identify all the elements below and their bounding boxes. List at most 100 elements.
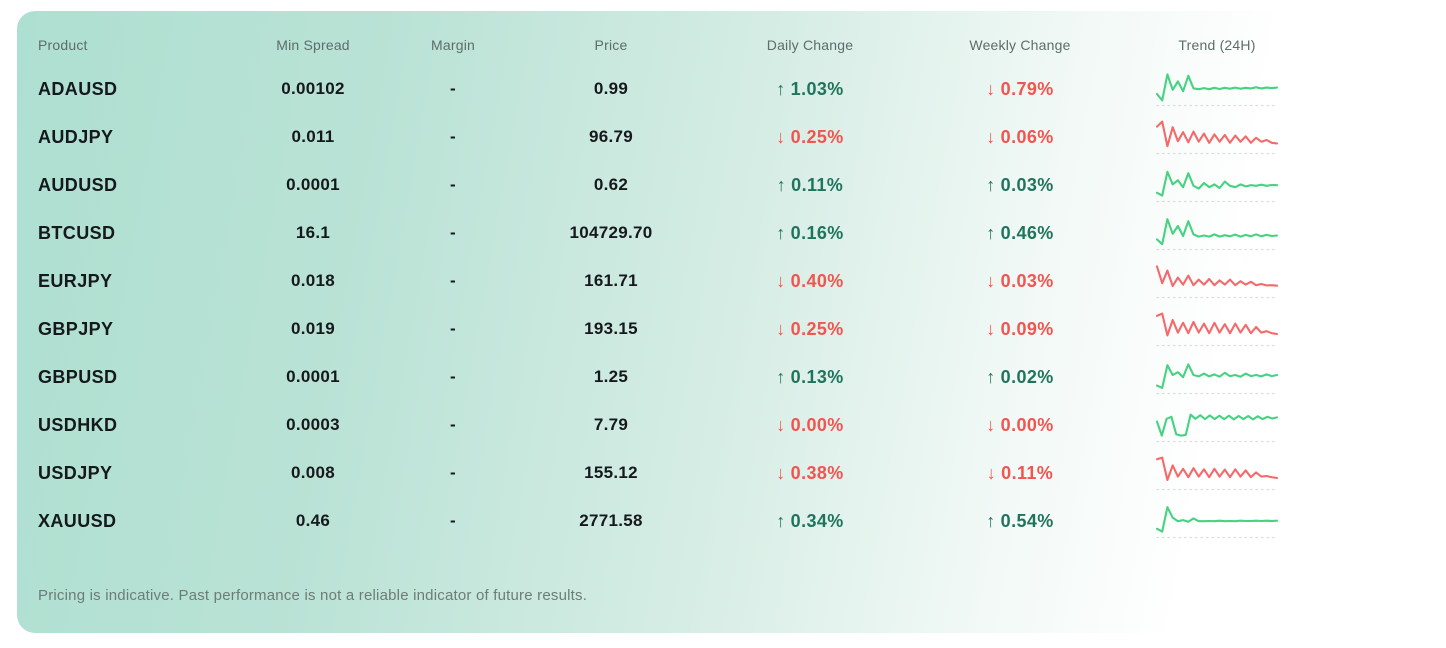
up-arrow-icon: ↑ [986, 222, 996, 243]
margin-cell: - [450, 175, 456, 194]
up-arrow-icon: ↑ [776, 78, 786, 99]
product-cell: AUDUSD [38, 174, 118, 195]
price-cell: 155.12 [584, 463, 638, 482]
daily-change-cell: ↓ 0.25% [734, 319, 886, 340]
weekly-change-value: 0.06% [1000, 126, 1054, 147]
daily-change-cell: ↓ 0.40% [734, 271, 886, 292]
price-cell: 7.79 [593, 415, 629, 434]
disclaimer-text: Pricing is indicative. Past performance … [38, 587, 588, 604]
weekly-change-cell: ↑ 0.54% [886, 511, 1154, 532]
pricing-table-card: Product Min Spread Margin Price Daily Ch… [17, 11, 1400, 633]
product-cell: EURJPY [38, 270, 113, 291]
down-arrow-icon: ↓ [776, 126, 786, 147]
margin-cell: - [450, 223, 456, 242]
header-daily-change: Daily Change [766, 37, 854, 53]
min-spread-cell: 0.018 [290, 271, 336, 290]
trend-cell [1154, 213, 1280, 253]
trend-sparkline [1154, 501, 1280, 541]
up-arrow-icon: ↑ [986, 366, 996, 387]
daily-change-cell: ↓ 0.00% [734, 415, 886, 436]
daily-change-value: 0.25% [790, 126, 844, 147]
trend-cell [1154, 69, 1280, 109]
header-trend: Trend (24H) [1178, 37, 1256, 53]
trend-cell [1154, 261, 1280, 301]
price-cell: 0.99 [593, 79, 629, 98]
daily-change-value: 0.00% [790, 414, 844, 435]
min-spread-cell: 0.011 [291, 127, 335, 146]
up-arrow-icon: ↑ [776, 174, 787, 195]
weekly-change-cell: ↑ 0.02% [886, 367, 1154, 388]
weekly-change-cell: ↓ 0.79% [886, 79, 1154, 100]
up-arrow-icon: ↑ [776, 222, 786, 243]
margin-cell: - [450, 79, 456, 98]
header-margin: Margin [431, 37, 475, 53]
header-price: Price [594, 37, 628, 53]
weekly-change-value: 0.54% [1000, 510, 1054, 531]
price-cell: 96.79 [588, 127, 634, 146]
up-arrow-icon: ↑ [776, 510, 786, 531]
table-row[interactable]: GBPJPY 0.019 - 193.15 ↓ 0.25% ↓ 0.09% [38, 305, 1400, 353]
down-arrow-icon: ↓ [776, 318, 786, 339]
product-cell: GBPUSD [38, 366, 118, 387]
product-cell: AUDJPY [38, 126, 114, 147]
table-row[interactable]: AUDJPY 0.011 - 96.79 ↓ 0.25% ↓ 0.06% [38, 113, 1400, 161]
product-cell: USDHKD [38, 414, 118, 435]
table-row[interactable]: BTCUSD 16.1 - 104729.70 ↑ 0.16% ↑ 0.46% [38, 209, 1400, 257]
trend-sparkline [1154, 357, 1280, 397]
weekly-change-cell: ↓ 0.11% [886, 463, 1154, 484]
down-arrow-icon: ↓ [776, 270, 786, 291]
daily-change-cell: ↓ 0.38% [734, 463, 886, 484]
trend-cell [1154, 453, 1280, 493]
margin-cell: - [450, 127, 456, 146]
daily-change-cell: ↑ 0.13% [734, 367, 886, 388]
down-arrow-icon: ↓ [986, 126, 996, 147]
price-cell: 0.62 [593, 175, 629, 194]
table-row[interactable]: USDJPY 0.008 - 155.12 ↓ 0.38% ↓ 0.11% [38, 449, 1400, 497]
product-cell: BTCUSD [38, 222, 116, 243]
price-cell: 1.25 [593, 367, 629, 386]
down-arrow-icon: ↓ [776, 462, 786, 483]
margin-cell: - [450, 511, 456, 530]
daily-change-value: 0.11% [791, 174, 844, 195]
weekly-change-value: 0.11% [1001, 462, 1054, 483]
up-arrow-icon: ↑ [986, 510, 996, 531]
table-row[interactable]: EURJPY 0.018 - 161.71 ↓ 0.40% ↓ 0.03% [38, 257, 1400, 305]
table-row[interactable]: GBPUSD 0.0001 - 1.25 ↑ 0.13% ↑ 0.02% [38, 353, 1400, 401]
min-spread-cell: 0.0001 [286, 367, 340, 386]
product-cell: USDJPY [38, 462, 113, 483]
down-arrow-icon: ↓ [986, 318, 996, 339]
daily-change-cell: ↑ 1.03% [734, 79, 886, 100]
header-product: Product [38, 37, 88, 53]
table-row[interactable]: USDHKD 0.0003 - 7.79 ↓ 0.00% ↓ 0.00% [38, 401, 1400, 449]
trend-cell [1154, 117, 1280, 157]
weekly-change-cell: ↓ 0.03% [886, 271, 1154, 292]
weekly-change-cell: ↓ 0.09% [886, 319, 1154, 340]
trend-cell [1154, 309, 1280, 349]
table-row[interactable]: AUDUSD 0.0001 - 0.62 ↑ 0.11% ↑ 0.03% [38, 161, 1400, 209]
margin-cell: - [450, 367, 456, 386]
table-row[interactable]: ADAUSD 0.00102 - 0.99 ↑ 1.03% ↓ 0.79% [38, 65, 1400, 113]
product-cell: XAUUSD [38, 510, 117, 531]
weekly-change-value: 0.79% [1000, 78, 1054, 99]
margin-cell: - [450, 271, 456, 290]
weekly-change-cell: ↓ 0.06% [886, 127, 1154, 148]
daily-change-value: 0.25% [790, 318, 844, 339]
up-arrow-icon: ↑ [986, 174, 996, 195]
trend-sparkline [1154, 165, 1280, 205]
weekly-change-value: 0.02% [1000, 366, 1054, 387]
trend-cell [1154, 405, 1280, 445]
trend-cell [1154, 501, 1280, 541]
header-min-spread: Min Spread [276, 37, 350, 53]
daily-change-cell: ↑ 0.16% [734, 223, 886, 244]
table-header-row: Product Min Spread Margin Price Daily Ch… [38, 25, 1400, 65]
weekly-change-cell: ↓ 0.00% [886, 415, 1154, 436]
down-arrow-icon: ↓ [986, 270, 996, 291]
weekly-change-cell: ↑ 0.03% [886, 175, 1154, 196]
trend-cell [1154, 165, 1280, 205]
weekly-change-value: 0.03% [1000, 270, 1054, 291]
table-row[interactable]: XAUUSD 0.46 - 2771.58 ↑ 0.34% ↑ 0.54% [38, 497, 1400, 545]
margin-cell: - [450, 319, 456, 338]
weekly-change-cell: ↑ 0.46% [886, 223, 1154, 244]
down-arrow-icon: ↓ [776, 414, 786, 435]
price-cell: 2771.58 [579, 511, 643, 530]
